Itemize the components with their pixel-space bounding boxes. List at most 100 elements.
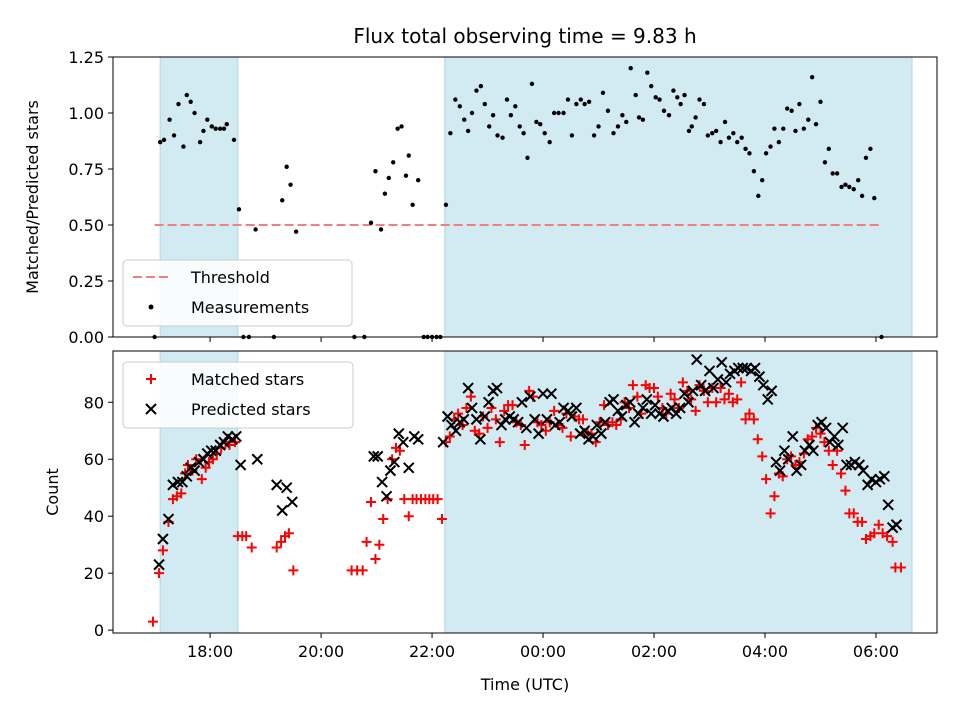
predicted-stars-point <box>512 416 524 428</box>
predicted-stars-point <box>649 399 661 411</box>
measurement-point <box>781 126 786 131</box>
predicted-stars-point <box>491 382 503 394</box>
predicted-stars-point <box>782 453 794 465</box>
legend-matched-swatch <box>146 374 156 384</box>
matched-stars-point <box>403 511 414 522</box>
predicted-stars-point <box>607 393 620 406</box>
measurement-point <box>620 113 625 118</box>
predicted-stars-point <box>836 422 849 434</box>
matched-stars-point <box>611 420 622 431</box>
measurement-point <box>649 83 654 89</box>
measurement-point <box>596 124 601 129</box>
predicted-stars-point <box>612 405 624 417</box>
matched-stars-point <box>665 388 676 399</box>
x-tick-label: 06:00 <box>853 642 899 661</box>
measurement-point <box>221 126 227 131</box>
predicted-stars-point <box>393 427 405 440</box>
predicted-stars-point <box>157 533 169 545</box>
measurement-point <box>517 124 522 129</box>
matched-stars-point <box>748 414 759 425</box>
matched-stars-point <box>632 391 643 402</box>
measurement-point <box>718 139 723 145</box>
measurement-point <box>280 198 285 203</box>
predicted-stars-point <box>770 456 782 468</box>
matched-stars-point <box>827 459 838 470</box>
measurement-point <box>830 171 835 176</box>
measurement-point <box>859 193 865 199</box>
measurement-point <box>624 119 629 125</box>
measurement-point <box>490 113 496 118</box>
legend-box <box>122 259 353 327</box>
measurement-point <box>551 110 557 116</box>
predicted-stars-point <box>595 427 608 440</box>
measurement-point <box>661 108 667 113</box>
predicted-stars-point <box>774 464 786 477</box>
measurement-point <box>818 99 823 105</box>
legend-box <box>122 361 354 429</box>
measurement-point <box>542 130 547 136</box>
predicted-stars-point <box>778 444 791 457</box>
predicted-stars-point <box>566 410 578 423</box>
legend-label: Predicted stars <box>191 400 311 419</box>
predicted-stars-point <box>578 425 591 437</box>
measurement-point <box>789 108 794 113</box>
matched-stars-point <box>207 454 218 465</box>
matched-stars-point <box>507 400 518 411</box>
predicted-stars-point <box>737 362 749 374</box>
predicted-stars-point <box>645 407 657 420</box>
predicted-stars-point <box>840 459 853 471</box>
measurement-point <box>495 133 500 138</box>
predicted-stars-point <box>682 396 695 408</box>
y-tick-label: 0.00 <box>68 328 104 347</box>
measurement-point <box>500 135 505 140</box>
measurement-point <box>657 97 662 102</box>
measurement-point <box>457 104 463 109</box>
predicted-stars-point <box>720 376 732 389</box>
measurement-point <box>776 139 782 145</box>
measurement-point <box>843 182 848 187</box>
predicted-stars-point <box>853 459 866 471</box>
predicted-stars-point <box>545 388 558 400</box>
measurement-point <box>534 119 539 125</box>
x-tick-label: 04:00 <box>742 642 788 661</box>
matched-stars-point <box>361 536 372 547</box>
measurement-point <box>768 144 773 149</box>
y-tick-label: 60 <box>84 450 104 469</box>
predicted-stars-point <box>753 370 766 383</box>
predicted-stars-point <box>695 379 707 391</box>
measurement-point <box>722 119 728 125</box>
measurement-point <box>697 97 702 102</box>
measurement-point <box>525 155 530 160</box>
matched-stars-point <box>719 394 730 405</box>
predicted-stars-point <box>749 362 761 374</box>
measurement-point <box>157 139 163 145</box>
matched-stars-point <box>154 568 165 579</box>
measurement-point <box>693 115 698 120</box>
predicted-stars-point <box>707 382 720 394</box>
matched-stars-point <box>744 408 755 419</box>
measurement-point <box>710 130 715 136</box>
measurement-point <box>474 88 479 93</box>
measurement-point <box>640 117 646 122</box>
predicted-stars-point <box>474 433 487 446</box>
matched-stars-point <box>519 440 530 450</box>
matched-stars-point <box>444 431 455 442</box>
measurement-point <box>293 229 299 234</box>
predicted-stars-point <box>479 410 491 423</box>
measurement-point <box>839 184 844 190</box>
measurement-point <box>675 95 680 100</box>
predicted-stars-point <box>541 413 553 426</box>
measurement-point <box>784 106 790 111</box>
predicted-stars-point <box>188 464 201 477</box>
measurement-point <box>868 146 873 152</box>
measurement-point <box>822 160 828 165</box>
predicted-stars-point <box>562 405 574 417</box>
measurement-point <box>666 113 672 118</box>
measurement-point <box>538 122 543 127</box>
predicted-stars-point <box>712 373 724 386</box>
measurement-point <box>751 169 757 174</box>
measurement-point <box>834 171 840 176</box>
bottom-panel-y-axis-label: Count <box>43 468 62 516</box>
predicted-stars-point <box>516 396 528 408</box>
measurement-point <box>763 151 769 156</box>
